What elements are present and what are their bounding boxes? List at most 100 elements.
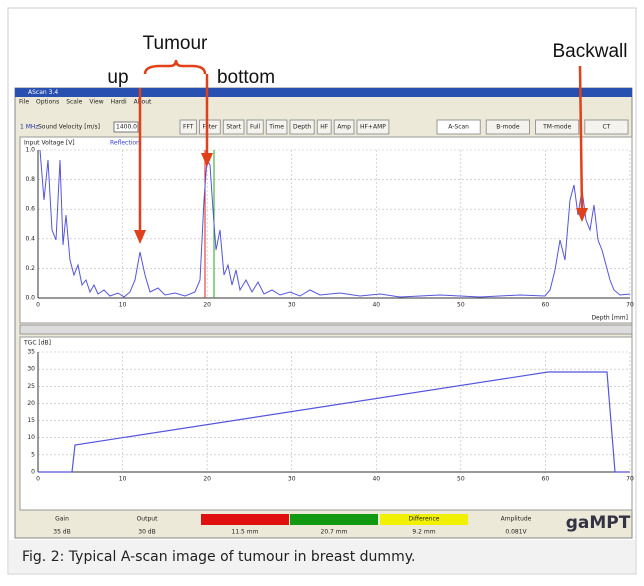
menu-item[interactable]: Scale — [66, 99, 82, 106]
menu-bar: File Options Scale View Hardi About — [19, 99, 152, 106]
x-tick-label: 20 — [203, 302, 211, 309]
x-tick-label: 40 — [372, 476, 380, 483]
mode-tab[interactable] — [485, 119, 530, 135]
tool-button-label: FFT — [183, 124, 194, 131]
x-axis-label: Depth [mm] — [591, 315, 628, 322]
velocity-value: 1400.0 — [116, 124, 137, 131]
status-label: Amplitude — [501, 516, 532, 523]
menu-item[interactable]: View — [89, 99, 103, 106]
x-tick-label: 0 — [36, 476, 40, 483]
x-tick-label: 10 — [119, 476, 127, 483]
slider-bar[interactable] — [19, 324, 633, 335]
x-tick-label: 70 — [626, 302, 634, 309]
y-axis-label: Input Voltage [V] — [24, 140, 75, 147]
x-tick-label: 0 — [36, 302, 40, 309]
x-tick-label: 60 — [542, 476, 550, 483]
annotation: Backwall — [553, 41, 628, 62]
mode-tab-label: CT — [602, 124, 610, 131]
y-tick-label: 15 — [27, 417, 35, 424]
window-title: AScan 3.4 — [28, 89, 58, 96]
y-tick-label: 20 — [27, 400, 35, 407]
signal-curve — [39, 149, 631, 298]
mode-tab-label: B-mode — [496, 124, 520, 131]
mode-tab[interactable] — [584, 119, 629, 135]
mode-tab-label: A-Scan — [448, 124, 469, 131]
x-tick-label: 60 — [542, 302, 550, 309]
status-value: 20.7 mm — [321, 529, 348, 536]
status-value: 35 dB — [53, 529, 70, 536]
status-box — [201, 514, 289, 525]
velocity-input[interactable] — [113, 121, 139, 133]
annotation: up — [107, 67, 128, 88]
status-label: Gain — [55, 516, 69, 523]
x-tick-label: 30 — [288, 302, 296, 309]
menu-item[interactable]: Options — [36, 99, 59, 106]
tool-button[interactable] — [289, 119, 315, 135]
status-value: 9.2 mm — [412, 529, 435, 536]
mode-tab[interactable] — [436, 119, 481, 135]
y-tick-label: 10 — [27, 434, 35, 441]
caption-bg — [9, 540, 635, 573]
annotation: Tumour — [143, 33, 208, 54]
plot-panel — [19, 136, 633, 324]
x-tick-label: 40 — [372, 302, 380, 309]
y-tick-label: 0.8 — [25, 176, 35, 183]
toolbar: 1 MHz Sound Velocity [m/s] 1400.0 FFT Filter… — [20, 119, 629, 135]
plot-panel — [19, 336, 633, 511]
tool-button-label: Time — [268, 124, 284, 131]
tool-button[interactable] — [198, 119, 221, 135]
menu-item[interactable]: About — [134, 99, 152, 106]
title-bar — [15, 88, 632, 97]
x-tick-label: 50 — [457, 476, 465, 483]
status-value: 30 dB — [138, 529, 155, 536]
status-box — [380, 514, 468, 525]
tool-button[interactable] — [356, 119, 390, 135]
tool-button[interactable] — [265, 119, 288, 135]
x-tick-label: 10 — [119, 302, 127, 309]
tool-button-label: Amp — [337, 124, 351, 131]
y-tick-label: 30 — [27, 366, 35, 373]
x-tick-label: 50 — [457, 302, 465, 309]
legend: Reflection — [110, 140, 140, 147]
tool-button-label: HF — [320, 124, 329, 131]
tool-button[interactable] — [316, 119, 332, 135]
y-tick-label: 5 — [31, 451, 35, 458]
y-tick-label: 0.6 — [25, 206, 35, 213]
x-tick-label: 30 — [288, 476, 296, 483]
y-tick-label: 1.0 — [25, 147, 35, 154]
tool-button[interactable] — [246, 119, 264, 135]
y-tick-label: 25 — [27, 383, 35, 390]
tool-button-label: Full — [250, 124, 261, 131]
status-value: 0.081V — [505, 529, 527, 536]
tool-button-label: Depth — [293, 124, 311, 131]
status-bar: Gain 35 dB Output 30 dB 11.5 mm 20.7 mm Differ… — [16, 511, 631, 537]
status-label: Output — [137, 516, 158, 523]
mode-tab-label: TM-mode — [542, 124, 571, 131]
y-tick-label: 0.4 — [25, 235, 35, 242]
tool-button[interactable] — [222, 119, 245, 135]
grid: 1.0 0.8 0.6 0.4 0.2 0.00 10 20 30 40 50 60 70 — [25, 147, 634, 309]
velocity-label: Sound Velocity [m/s] — [38, 124, 100, 131]
y-tick-label: 0 — [31, 469, 35, 476]
menu-item[interactable]: File — [19, 99, 29, 106]
frequency: 1 MHz — [20, 124, 39, 131]
tool-button[interactable] — [179, 119, 197, 135]
arrow-heads — [134, 153, 588, 244]
x-tick-label: 20 — [203, 476, 211, 483]
mode-tab[interactable] — [535, 119, 580, 135]
annotation: bottom — [217, 67, 275, 88]
tool-button[interactable] — [333, 119, 355, 135]
y-tick-label: 0.0 — [25, 295, 35, 302]
tool-button-label: Start — [226, 124, 241, 131]
menu-item[interactable]: Hardi — [111, 99, 127, 106]
logo: gaMPT — [566, 513, 631, 533]
status-label: Difference — [409, 516, 440, 523]
status-value: 11.5 mm — [232, 529, 259, 536]
tool-button-label: Filter — [202, 124, 217, 131]
caption: Fig. 2: Typical A-scan image of tumour i… — [22, 549, 415, 565]
tgc-curve — [38, 371, 630, 473]
tool-button-label: HF+AMP — [360, 124, 386, 131]
arrows — [138, 59, 584, 232]
y-axis-label: TGC [dB] — [23, 340, 51, 347]
